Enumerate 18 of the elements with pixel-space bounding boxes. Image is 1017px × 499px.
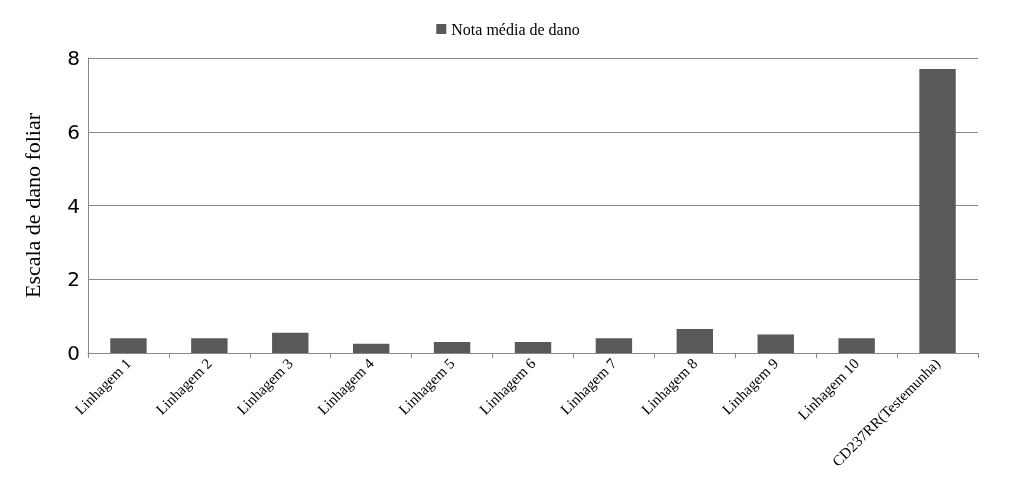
bar: [110, 338, 147, 353]
bar: [676, 329, 714, 353]
y-tick-label: 2: [67, 267, 80, 292]
bar: [838, 338, 875, 353]
y-tick-label: 4: [67, 193, 80, 218]
y-axis-title: Escala de dano foliar: [19, 112, 45, 299]
y-tick-label: 0: [67, 341, 80, 365]
legend-label: Nota média de dano: [451, 20, 580, 38]
bar: [919, 69, 956, 353]
bar: [191, 338, 228, 353]
bar: [272, 332, 309, 353]
bar: [352, 343, 390, 353]
bar: [757, 334, 794, 353]
y-tick-label: 8: [67, 46, 80, 70]
bar: [433, 341, 471, 353]
y-tick-label: 6: [67, 119, 80, 144]
bar: [514, 341, 552, 353]
bar: [595, 338, 633, 353]
